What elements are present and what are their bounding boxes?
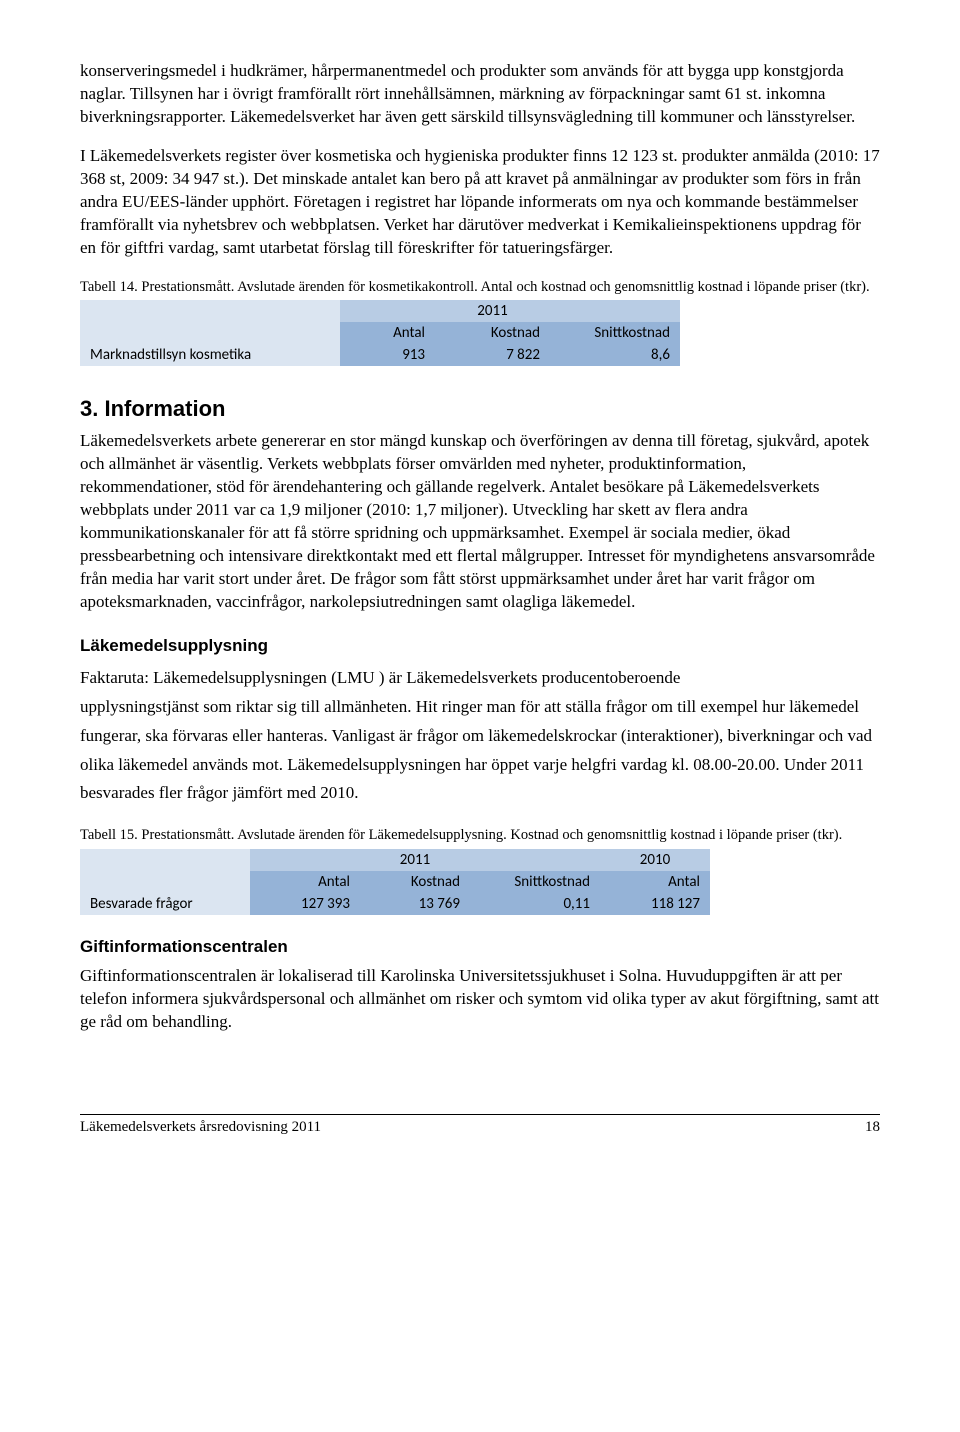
t14-row-label: Marknadstillsyn kosmetika [80,344,340,366]
t15-col-snitt: Snittkostnad [470,871,600,893]
table14-caption: Tabell 14. Prestationsmått. Avslutade är… [80,278,880,297]
t15-v3: 0,11 [470,893,600,915]
t14-v1: 913 [340,344,435,366]
paragraph-intro-1: konserveringsmedel i hudkrämer, hårperma… [80,60,880,129]
t14-col-antal: Antal [340,322,435,344]
t15-col-kostnad: Kostnad [360,871,470,893]
t15-v2: 13 769 [360,893,470,915]
t14-col-snitt: Snittkostnad [550,322,680,344]
footer-left: Läkemedelsverkets årsredovisning 2011 [80,1119,321,1136]
lmu-p1b: upplysningstjänst som riktar sig till al… [80,697,872,803]
footer-right: 18 [865,1119,880,1136]
t15-col-antal: Antal [250,871,360,893]
page-footer: Läkemedelsverkets årsredovisning 2011 18 [80,1114,880,1136]
section-3-paragraph: Läkemedelsverkets arbete genererar en st… [80,430,880,614]
t15-v4: 118 127 [600,893,710,915]
lmu-title: Läkemedelsupplysning [80,636,880,656]
t15-year1: 2011 [360,849,470,871]
lmu-paragraph: Faktaruta: Läkemedelsupplysningen (LMU )… [80,664,880,808]
t14-v3: 8,6 [550,344,680,366]
gift-title: Giftinformationscentralen [80,937,880,957]
t14-v2: 7 822 [435,344,550,366]
t15-v1: 127 393 [250,893,360,915]
table14: 2011AntalKostnadSnittkostnad Marknadstill… [80,300,680,366]
paragraph-intro-2: I Läkemedelsverkets register över kosmet… [80,145,880,260]
t15-row-label: Besvarade frågor [80,893,250,915]
lmu-p1a: Faktaruta: Läkemedelsupplysningen (LMU )… [80,668,680,687]
t14-year: 2011 [435,300,550,322]
t15-col-antal2: Antal [600,871,710,893]
t15-year2: 2010 [600,849,710,871]
table15-caption: Tabell 15. Prestationsmått. Avslutade är… [80,826,880,845]
table15: 20112010AntalKostnadSnittkostnadAntalBes… [80,849,710,915]
gift-paragraph: Giftinformationscentralen är lokaliserad… [80,965,880,1034]
section-3-title: 3. Information [80,396,880,422]
t14-col-kostnad: Kostnad [435,322,550,344]
